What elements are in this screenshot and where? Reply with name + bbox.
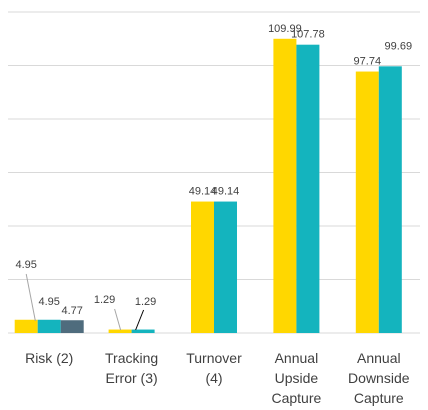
- bar: [214, 201, 237, 333]
- category-labels: Risk (2) Tracking Error (3) Turnover (4) Annu…: [25, 350, 410, 406]
- bar: [60, 320, 84, 333]
- bar: [355, 71, 379, 333]
- category-label: Capture: [354, 390, 404, 406]
- data-label: 4.77: [61, 305, 82, 317]
- category-label: Error (3): [106, 370, 158, 386]
- leader-line: [135, 309, 145, 331]
- leader-line: [114, 308, 122, 331]
- bar: [273, 38, 297, 334]
- category-label: (4): [205, 370, 222, 386]
- bar: [378, 66, 402, 333]
- category-label: Turnover: [186, 350, 242, 366]
- data-label: 49.14: [212, 186, 240, 198]
- bar: [14, 319, 38, 333]
- data-label: 49.14: [189, 186, 217, 198]
- data-label: 97.74: [354, 56, 382, 68]
- category-label: Annual: [357, 350, 401, 366]
- category-label: Annual: [275, 350, 319, 366]
- bar: [191, 201, 214, 333]
- data-label: 1.29: [94, 294, 115, 306]
- category-label: Upside: [275, 370, 319, 386]
- leader-lines: [25, 273, 145, 331]
- bar: [108, 329, 132, 333]
- data-label: 4.95: [38, 296, 59, 308]
- bar: [37, 319, 61, 333]
- category-label: Tracking: [105, 350, 158, 366]
- category-label: Downside: [348, 370, 410, 386]
- data-label: 1.29: [135, 296, 156, 308]
- data-label: 109.99: [268, 23, 302, 35]
- category-label: Capture: [271, 390, 321, 406]
- data-label: 107.78: [291, 29, 325, 41]
- leader-line: [25, 273, 36, 322]
- bar: [296, 44, 320, 333]
- bar: [131, 329, 155, 333]
- bars-layer: [14, 38, 402, 334]
- data-label: 4.95: [15, 259, 36, 271]
- data-label: 99.69: [385, 40, 413, 52]
- data-labels: 4.954.954.771.29 1.2949.1449.14109.99107.…: [15, 23, 412, 317]
- category-label: Risk (2): [25, 350, 73, 366]
